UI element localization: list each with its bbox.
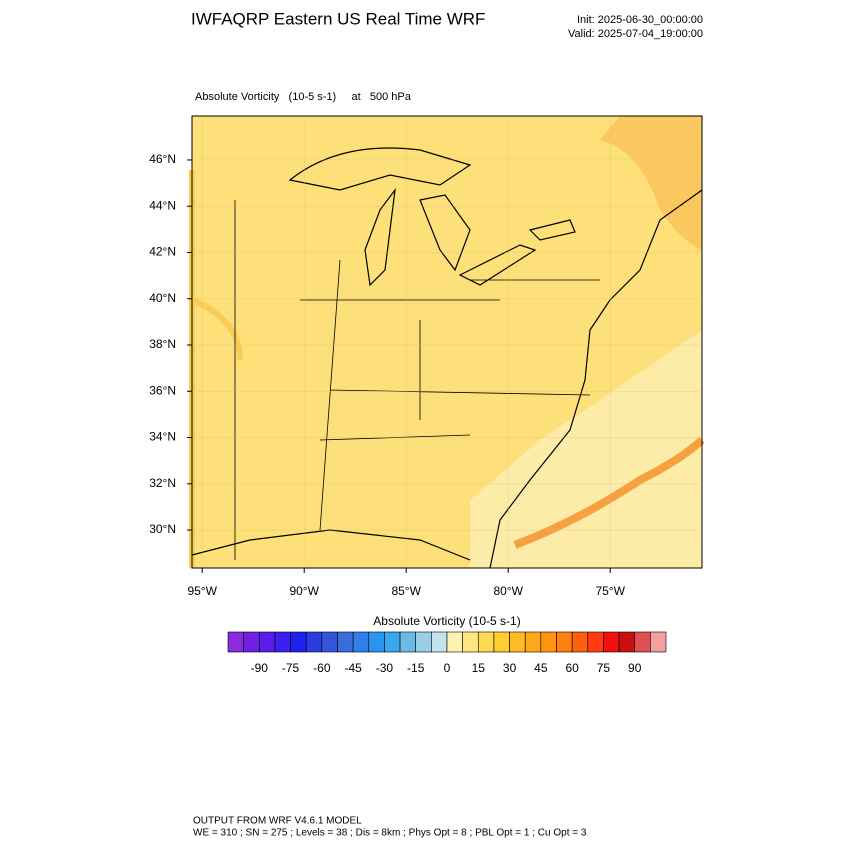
colorbar-tick-label: 15	[472, 661, 486, 675]
colorbar-swatch	[493, 631, 510, 653]
colorbar-swatch	[462, 631, 479, 653]
colorbar-swatch	[634, 631, 651, 653]
colorbar-swatch	[321, 631, 338, 653]
colorbar-swatch	[337, 631, 354, 653]
colorbar-swatch	[571, 631, 589, 653]
colorbar-swatch	[274, 631, 291, 653]
lake-michigan	[364, 187, 396, 287]
colorbar-swatch	[243, 631, 260, 653]
colorbar-tick-label: 75	[597, 661, 611, 675]
init-time: Init: 2025-06-30_00:00:00	[577, 14, 703, 26]
footer-line: WE = 310 ; SN = 275 ; Levels = 38 ; Dis …	[193, 828, 587, 839]
title: IWFAQRP Eastern US Real Time WRF	[191, 9, 485, 28]
colorbar-swatch	[618, 631, 636, 653]
y-tick-label: 30°N	[149, 522, 176, 536]
map	[187, 115, 705, 573]
colorbar-tick-label: -45	[344, 661, 362, 675]
colorbar-swatch	[650, 631, 667, 653]
valid-time: Valid: 2025-07-04_19:00:00	[568, 28, 703, 40]
colorbar-tick-label: -75	[282, 661, 300, 675]
colorbar-swatch	[415, 631, 432, 653]
field-label: Absolute Vorticity (10-5 s-1) at 500 hPa	[195, 91, 412, 103]
y-tick-label: 46°N	[149, 152, 176, 166]
vorticity-band	[513, 437, 705, 549]
colorbar-swatch	[305, 631, 323, 653]
colorbar-swatch	[477, 631, 495, 653]
colorbar-title: Absolute Vorticity (10-5 s-1)	[373, 614, 520, 628]
ocean-shade	[470, 330, 702, 568]
colorbar: -90 -75 -60 -45 -30 -15 0 15 30 45 60 75 90	[227, 631, 667, 675]
colorbar-tick-label: -60	[313, 661, 331, 675]
x-tick-label: 80°W	[493, 584, 523, 598]
colorbar-swatch	[446, 631, 463, 653]
colorbar-tick-label: 60	[565, 661, 579, 675]
x-tick-label: 75°W	[595, 584, 625, 598]
colorbar-tick-label: -30	[376, 661, 394, 675]
y-tick-label: 40°N	[149, 291, 176, 305]
colorbar-swatch	[399, 631, 417, 653]
lake-superior	[288, 147, 472, 191]
colorbar-swatch	[258, 631, 276, 653]
y-tick-label: 32°N	[149, 476, 176, 490]
colorbar-tick-label: 45	[534, 661, 548, 675]
colorbar-tick-label: 0	[444, 661, 451, 675]
x-tick-label: 90°W	[289, 584, 319, 598]
y-tick-label: 42°N	[149, 245, 176, 259]
colorbar-swatch	[431, 631, 448, 653]
colorbar-tick-label: 30	[503, 661, 517, 675]
map-frame	[191, 115, 703, 569]
colorbar-swatch	[384, 631, 401, 653]
y-tick-label: 36°N	[149, 383, 176, 397]
colorbar-swatch	[509, 631, 526, 653]
x-tick-label: 85°W	[391, 584, 421, 598]
y-tick-label: 44°N	[149, 198, 176, 212]
coastline	[489, 189, 703, 569]
colorbar-swatch	[227, 631, 244, 653]
colorbar-swatch	[587, 631, 604, 653]
vorticity-shade	[600, 116, 702, 250]
footer-line: OUTPUT FROM WRF V4.6.1 MODEL	[193, 816, 362, 827]
y-tick-label: 38°N	[149, 337, 176, 351]
lake-huron	[419, 194, 471, 272]
colorbar-swatch	[290, 631, 307, 653]
lake-ontario	[528, 219, 576, 241]
colorbar-swatch	[556, 631, 573, 653]
x-tick-label: 95°W	[187, 584, 217, 598]
y-tick-label: 34°N	[149, 430, 176, 444]
colorbar-tick-label: -90	[251, 661, 269, 675]
lake-erie	[458, 244, 537, 286]
colorbar-tick-label: 90	[628, 661, 642, 675]
colorbar-swatch	[368, 631, 385, 653]
colorbar-swatch	[352, 631, 370, 653]
colorbar-swatch	[524, 631, 542, 653]
colorbar-tick-label: -15	[407, 661, 425, 675]
colorbar-swatch	[603, 631, 620, 653]
colorbar-swatch	[540, 631, 557, 653]
